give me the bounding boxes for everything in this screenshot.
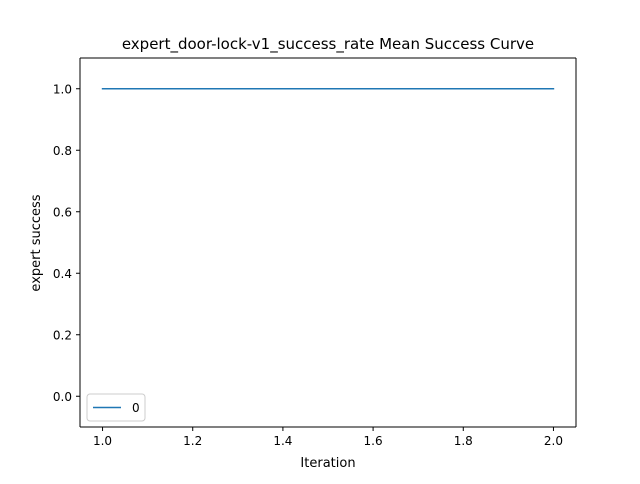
y-tick-label: 0.0 — [53, 390, 72, 404]
x-tick-label: 1.2 — [183, 434, 202, 448]
y-tick-label: 0.4 — [53, 267, 72, 281]
legend: 0 — [86, 393, 146, 422]
x-tick-label: 1.0 — [93, 434, 112, 448]
x-tick-label: 2.0 — [544, 434, 563, 448]
y-axis-label: expert success — [29, 194, 44, 291]
x-tick-label: 1.6 — [364, 434, 383, 448]
x-tick-label: 1.4 — [273, 434, 292, 448]
y-tick-label: 0.6 — [53, 205, 72, 219]
y-tick-label: 1.0 — [53, 82, 72, 96]
x-axis-label: Iteration — [300, 456, 355, 471]
x-tick-label: 1.8 — [454, 434, 473, 448]
y-tick-label: 0.8 — [53, 144, 72, 158]
y-tick-label: 0.2 — [53, 328, 72, 342]
plot-area: 1.0 1.2 1.4 1.6 1.8 2.0 0.0 0.2 0.4 0.6 0.8 1.0 — [53, 57, 577, 448]
chart-title: expert_door-lock-v1_success_rate Mean Su… — [122, 35, 534, 54]
legend-label: 0 — [132, 401, 140, 415]
